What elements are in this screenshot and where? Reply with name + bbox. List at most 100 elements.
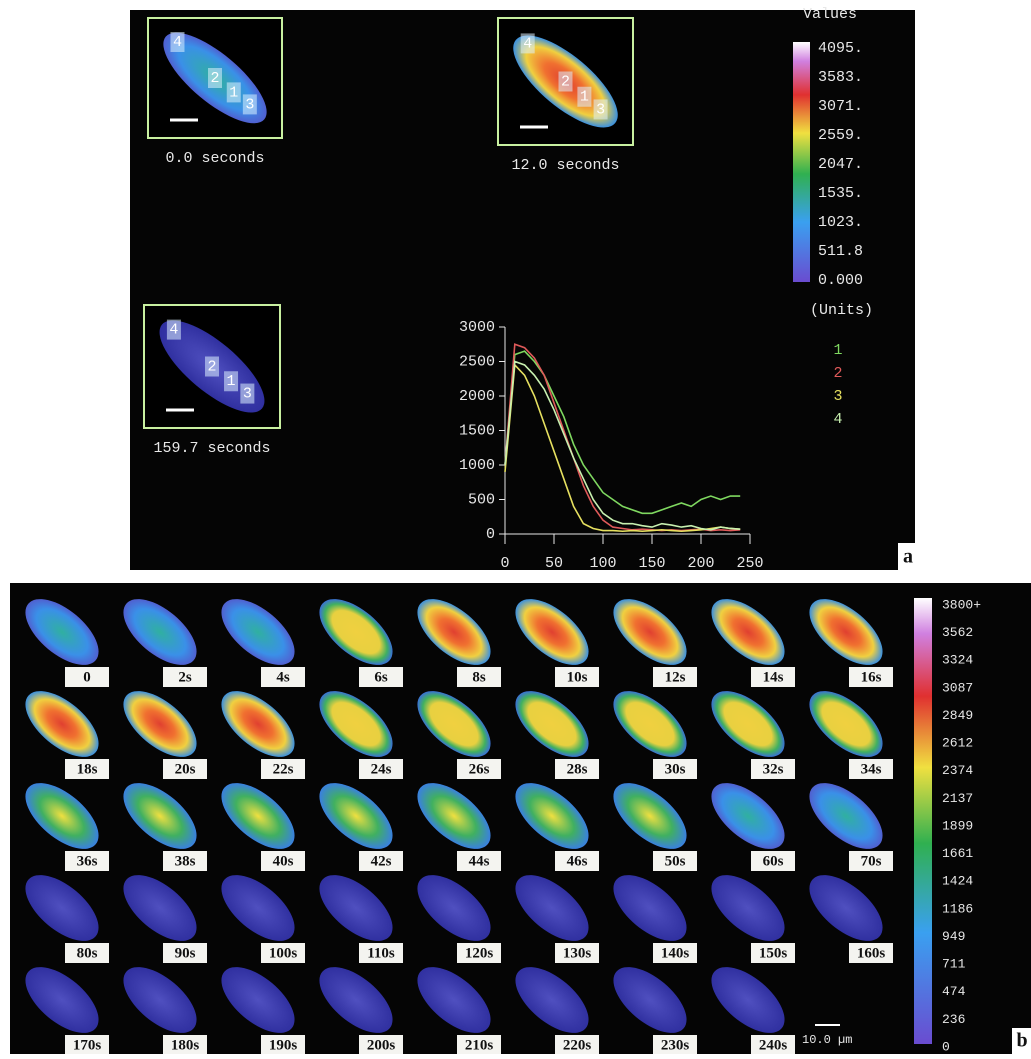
colorbar-tick-label: 474 [942, 984, 966, 999]
colorbar-tick-label: 1186 [942, 901, 973, 916]
frame-label: 150s [759, 945, 788, 961]
frame-label: 44s [469, 853, 490, 869]
frame-label: 90s [175, 945, 196, 961]
colorbar-tick-label: 4095. [818, 40, 863, 57]
colorbar-tick-label: 3071. [818, 98, 863, 115]
frame-label: 80s [77, 945, 98, 961]
frame-label: 4s [276, 669, 290, 685]
roi-label: 2 [207, 358, 216, 375]
frame-label: 36s [77, 853, 98, 869]
image-caption: 0.0 seconds [165, 150, 264, 167]
frame-label: 40s [273, 853, 294, 869]
x-tick-label: 200 [687, 555, 714, 572]
frame-label: 130s [563, 945, 592, 961]
image-caption: 159.7 seconds [153, 440, 270, 457]
colorbar-tick-label: 2374 [942, 763, 973, 778]
frame-label: 170s [73, 1037, 102, 1053]
frame-label: 110s [367, 945, 395, 961]
frame-label: 2s [178, 669, 192, 685]
frame-label: 230s [661, 1037, 690, 1053]
x-tick-label: 100 [589, 555, 616, 572]
x-tick-label: 0 [500, 555, 509, 572]
roi-label: 1 [229, 84, 238, 101]
roi-label: 4 [523, 35, 532, 52]
frame-label: 30s [665, 761, 686, 777]
colorbar-tick-label: 3800+ [942, 597, 981, 612]
frame-label: 100s [269, 945, 298, 961]
y-tick-label: 1500 [459, 422, 495, 439]
figure: a a b 42130.0 seconds421312.0 seconds421… [0, 0, 1031, 1054]
y-tick-label: 1000 [459, 457, 495, 474]
colorbar-tick-label: 949 [942, 929, 965, 944]
colorbar-tick-label: 1023. [818, 214, 863, 231]
frame-label: 28s [567, 761, 588, 777]
roi-label: 2 [210, 70, 219, 87]
frame-label: 16s [861, 669, 882, 685]
frame-label: 200s [367, 1037, 396, 1053]
x-tick-label: 50 [545, 555, 563, 572]
colorbar-tick-label: 3562 [942, 625, 973, 640]
roi-label: 1 [580, 89, 589, 106]
y-tick-label: 500 [468, 491, 495, 508]
frame-label: 34s [861, 761, 882, 777]
frame-label: 140s [661, 945, 690, 961]
panel-letter: a [903, 546, 913, 568]
colorbar-tick-label: 1424 [942, 874, 973, 889]
frame-label: 50s [665, 853, 686, 869]
panel-letter: b [1016, 1030, 1027, 1052]
frame-label: 10s [567, 669, 588, 685]
colorbar-tick-label: 1535. [818, 185, 863, 202]
colorbar-tick-label: 2612 [942, 736, 973, 751]
frame-label: 0 [83, 669, 91, 685]
colorbar-tick-label: 2047. [818, 156, 863, 173]
roi-label: 3 [245, 96, 254, 113]
frame-label: 20s [175, 761, 196, 777]
colorbar [793, 42, 810, 282]
frame-label: 240s [759, 1037, 788, 1053]
legend-entry: 1 [833, 342, 842, 359]
image-caption: 12.0 seconds [511, 157, 619, 174]
y-tick-label: 2000 [459, 388, 495, 405]
colorbar-units: (Units) [810, 302, 873, 319]
colorbar-tick-label: 3324 [942, 653, 973, 668]
frame-label: 12s [665, 669, 686, 685]
frame-label: 210s [465, 1037, 494, 1053]
colorbar-tick-label: 711 [942, 957, 966, 972]
colorbar-tick-label: 0 [942, 1039, 950, 1054]
colorbar-tick-label: 511.8 [818, 243, 863, 260]
frame-label: 18s [77, 761, 98, 777]
roi-label: 3 [243, 386, 252, 403]
frame-label: 8s [472, 669, 486, 685]
x-tick-label: 150 [638, 555, 665, 572]
frame-label: 190s [269, 1037, 298, 1053]
legend-entry: 3 [833, 388, 842, 405]
colorbar-tick-label: 2137 [942, 791, 973, 806]
colorbar-tick-label: 2849 [942, 708, 973, 723]
y-tick-label: 3000 [459, 319, 495, 336]
roi-label: 1 [227, 373, 236, 390]
frame-label: 180s [171, 1037, 200, 1053]
colorbar-title: Values [803, 6, 857, 23]
frame-label: 14s [763, 669, 784, 685]
frame-label: 120s [465, 945, 494, 961]
frame-label: 6s [374, 669, 388, 685]
roi-label: 3 [596, 101, 605, 118]
roi-label: 4 [173, 34, 182, 51]
frame-label: 24s [371, 761, 392, 777]
frame-label: 60s [763, 853, 784, 869]
frame-label: 46s [567, 853, 588, 869]
frame-label: 42s [371, 853, 392, 869]
frame-label: 220s [563, 1037, 592, 1053]
x-tick-label: 250 [736, 555, 763, 572]
colorbar-tick-label: 1661 [942, 846, 973, 861]
colorbar-tick-label: 3087 [942, 680, 973, 695]
frame-label: 70s [861, 853, 882, 869]
colorbar [914, 598, 932, 1044]
colorbar-tick-label: 3583. [818, 69, 863, 86]
colorbar-tick-label: 236 [942, 1012, 965, 1027]
legend-entry: 2 [833, 365, 842, 382]
y-tick-label: 2500 [459, 353, 495, 370]
colorbar-tick-label: 2559. [818, 127, 863, 144]
frame-label: 160s [857, 945, 886, 961]
roi-label: 4 [169, 322, 178, 339]
